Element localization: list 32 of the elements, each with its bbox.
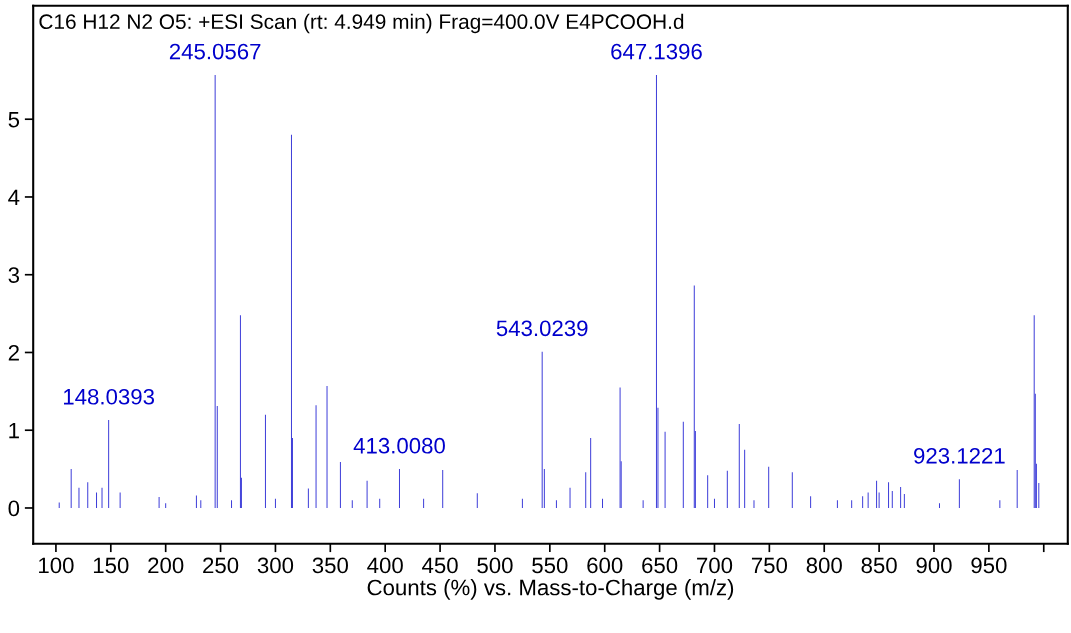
x-tick-label: 850: [861, 557, 897, 574]
y-tick-label: 3: [8, 267, 20, 283]
x-tick-label: 700: [697, 557, 733, 574]
x-tick-label: 550: [532, 557, 568, 574]
x-tick-label: 200: [148, 557, 184, 574]
x-tick-label: 150: [93, 557, 129, 574]
y-tick-label: 2: [8, 345, 19, 361]
x-tick-label: 650: [642, 557, 678, 574]
x-tick-label: 600: [587, 557, 623, 574]
x-tick-label: 350: [312, 557, 348, 574]
x-axis-title: Counts (%) vs. Mass-to-Charge (m/z): [367, 579, 734, 600]
annotation: 543.0239: [496, 320, 588, 337]
annotation: 148.0393: [64, 388, 155, 405]
annotation: 413.0080: [353, 437, 445, 454]
x-tick-label: 750: [751, 557, 788, 574]
y-tick-label: 5: [8, 111, 20, 128]
x-tick-label: 450: [422, 557, 458, 574]
y-tick-label: 4: [8, 189, 20, 206]
annotation: 647.1396: [611, 43, 702, 60]
annotation: 245.0567: [169, 43, 261, 60]
annotation: 923.1221: [914, 447, 1005, 464]
x-tick-label: 300: [257, 557, 294, 574]
chart-title: C16 H12 N2 O5: +ESI Scan (rt: 4.949 min) Frag=400.0V E4PCOOH.d: [39, 13, 684, 34]
x-tick-label: 900: [916, 557, 952, 574]
x-tick-label: 800: [806, 557, 842, 574]
x-tick-label: 950: [971, 557, 1007, 574]
y-tick-label: 0: [8, 500, 20, 517]
x-tick-label: 250: [203, 557, 239, 574]
x-tick-label: 100: [39, 557, 74, 574]
x-tick-label: 400: [367, 557, 403, 574]
x-tick-label: 500: [477, 557, 513, 574]
y-tick-label: 1: [9, 422, 19, 439]
